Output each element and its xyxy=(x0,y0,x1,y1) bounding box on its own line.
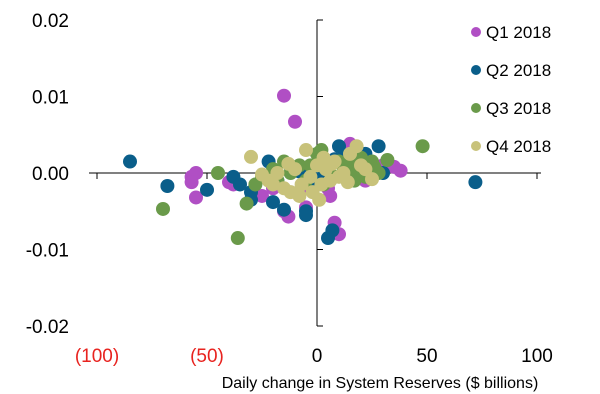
data-point xyxy=(332,139,346,154)
x-tick-label: 50 xyxy=(416,346,437,367)
legend-marker xyxy=(471,65,481,75)
data-point xyxy=(299,208,313,223)
data-point xyxy=(288,114,302,129)
data-point xyxy=(156,201,170,216)
legend-marker xyxy=(471,141,481,151)
data-point xyxy=(380,152,395,167)
data-point xyxy=(349,139,364,154)
data-point xyxy=(255,188,269,203)
y-tick-label: 0.01 xyxy=(32,88,69,109)
legend: Q1 2018 Q2 2018 Q3 2018 Q4 2018 xyxy=(471,23,551,156)
y-tick-label: -0.01 xyxy=(26,241,69,262)
data-point xyxy=(292,188,307,203)
legend-label: Q1 2018 xyxy=(486,23,551,42)
data-point xyxy=(266,177,280,192)
series-4 xyxy=(244,139,379,207)
data-point xyxy=(415,139,430,154)
data-point xyxy=(239,196,254,211)
data-point xyxy=(281,156,296,171)
data-point xyxy=(277,202,291,217)
axes: 0.02 0.01 0.00 -0.01 -0.02 (100) (50) 0 50 100 xyxy=(26,11,553,367)
data-point xyxy=(312,192,327,207)
legend-label: Q3 2018 xyxy=(486,99,551,118)
data-point xyxy=(468,175,483,190)
data-point xyxy=(189,190,203,205)
data-point xyxy=(160,179,175,194)
legend-marker xyxy=(471,103,481,113)
data-point xyxy=(123,154,137,169)
legend-label: Q2 2018 xyxy=(486,61,551,80)
data-point xyxy=(358,162,373,177)
data-point xyxy=(325,223,340,238)
data-point xyxy=(230,231,245,246)
data-point xyxy=(277,88,291,103)
x-tick-label: (50) xyxy=(190,346,224,367)
data-point xyxy=(200,182,214,197)
y-tick-label: 0.02 xyxy=(32,11,69,32)
data-point xyxy=(270,166,285,180)
data-point xyxy=(323,188,338,203)
data-point xyxy=(294,177,309,192)
legend-marker xyxy=(471,27,481,37)
data-point xyxy=(266,195,280,210)
x-tick-label: 0 xyxy=(312,346,323,367)
data-point xyxy=(244,149,258,164)
data-point xyxy=(371,139,386,154)
legend-label: Q4 2018 xyxy=(486,137,551,156)
data-point xyxy=(365,172,379,187)
data-point xyxy=(211,166,225,180)
data-point xyxy=(325,156,340,171)
data-point xyxy=(184,175,199,190)
x-tick-label: 100 xyxy=(521,346,553,367)
x-axis-label: Daily change in System Reserves ($ billi… xyxy=(222,375,539,392)
data-point xyxy=(393,163,408,178)
y-tick-label: 0.00 xyxy=(32,164,69,185)
data-points xyxy=(123,88,483,246)
x-tick-label: (100) xyxy=(75,346,119,367)
data-point xyxy=(340,175,355,190)
data-point xyxy=(299,143,313,158)
data-point xyxy=(233,177,247,192)
y-tick-label: -0.02 xyxy=(26,317,69,338)
